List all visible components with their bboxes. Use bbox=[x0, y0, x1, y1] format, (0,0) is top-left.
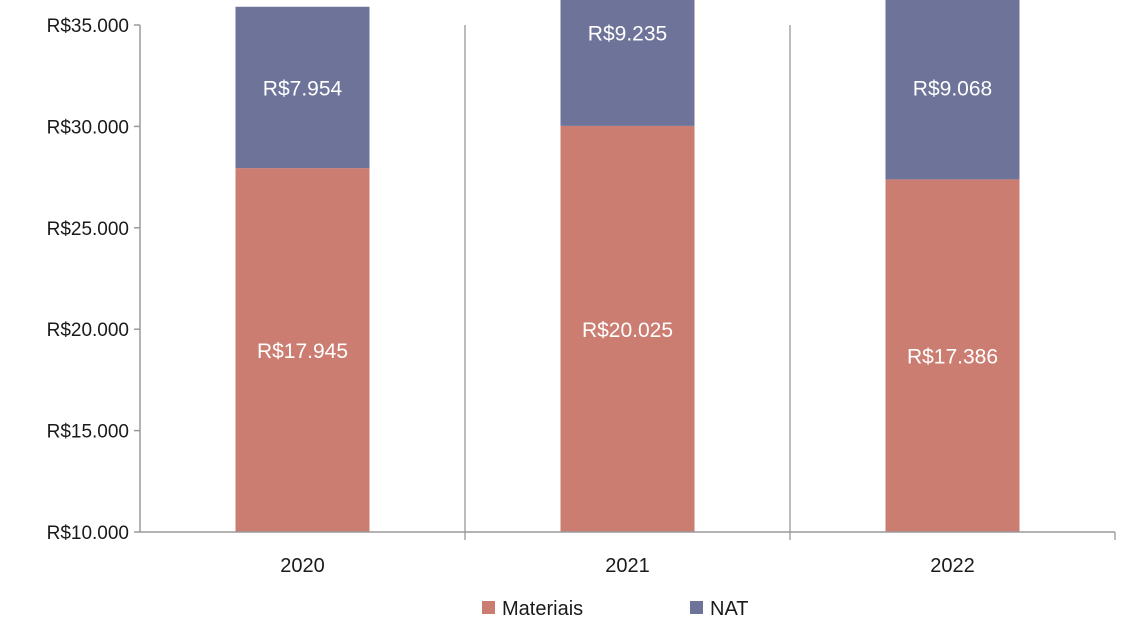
data-label: R$17.945 bbox=[257, 340, 348, 363]
bar-nat-2022 bbox=[885, 0, 1020, 180]
bar-materiais-2020 bbox=[235, 168, 370, 533]
y-tick-label: R$25.000 bbox=[47, 219, 129, 240]
x-axis: 2020 2021 2022 bbox=[140, 531, 1115, 577]
legend-swatch bbox=[690, 601, 703, 614]
data-label: R$7.954 bbox=[263, 77, 343, 100]
y-tick-label: R$30.000 bbox=[47, 117, 129, 138]
data-label: R$9.235 bbox=[588, 22, 667, 45]
data-label: R$20.025 bbox=[582, 319, 673, 342]
y-tick-label: R$35.000 bbox=[47, 16, 129, 37]
legend: Materiais NAT bbox=[482, 598, 749, 620]
bar-nat-2021 bbox=[560, 0, 695, 126]
bars: R$17.945 R$7.954 R$20.025 R$9.235 R$17.386 R$… bbox=[235, 0, 1020, 533]
x-tick-label: 2020 bbox=[280, 555, 325, 577]
x-tick-label: 2022 bbox=[930, 555, 975, 577]
bar-materiais-2021 bbox=[560, 125, 695, 532]
legend-label: NAT bbox=[710, 598, 749, 620]
y-tick-label: R$20.000 bbox=[47, 320, 129, 341]
data-label: R$9.068 bbox=[913, 77, 992, 100]
bar-nat-2020 bbox=[235, 6, 370, 169]
category-separators bbox=[464, 25, 1116, 540]
bar-materiais-2022 bbox=[885, 179, 1020, 532]
x-tick-label: 2021 bbox=[605, 555, 650, 577]
y-axis: R$10.000 R$15.000 R$20.000 R$25.000 R$30.000… bbox=[47, 16, 141, 544]
data-label: R$17.386 bbox=[907, 346, 998, 369]
y-tick-label: R$10.000 bbox=[47, 523, 129, 544]
legend-label: Materiais bbox=[502, 598, 583, 620]
legend-swatch bbox=[482, 601, 495, 614]
y-tick-label: R$15.000 bbox=[47, 422, 129, 443]
